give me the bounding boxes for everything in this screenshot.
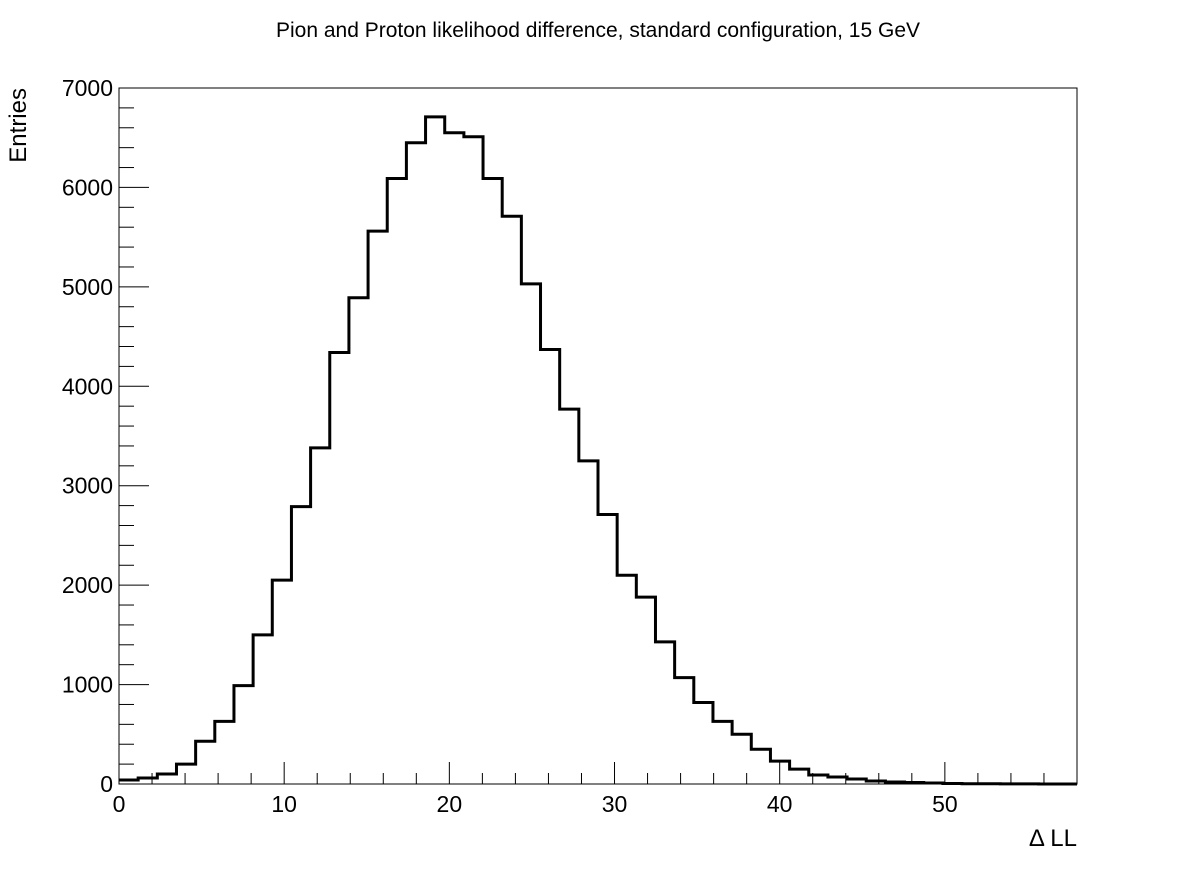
plot-frame <box>118 87 1078 785</box>
y-tick-label: 4000 <box>62 373 113 399</box>
chart-title: Pion and Proton likelihood difference, s… <box>276 19 920 42</box>
x-axis-tick-labels: 0 10 20 30 40 50 <box>113 791 958 817</box>
y-axis-tick-labels: 0 1000 2000 3000 4000 5000 6000 7000 <box>62 75 113 797</box>
x-tick-label: 10 <box>271 791 297 817</box>
y-tick-label: 0 <box>100 771 113 797</box>
x-tick-label: 0 <box>113 791 126 817</box>
y-tick-label: 2000 <box>62 572 113 598</box>
x-tick-label: 30 <box>602 791 628 817</box>
y-axis-ticks <box>119 87 149 785</box>
y-tick-label: 3000 <box>62 473 113 499</box>
x-axis-label: Δ LL <box>1029 825 1077 852</box>
y-axis-label: Entries <box>5 88 32 163</box>
y-tick-label: 7000 <box>62 75 113 101</box>
y-tick-label: 1000 <box>62 672 113 698</box>
histogram-series-line <box>119 115 1077 786</box>
y-tick-label: 6000 <box>62 174 113 200</box>
y-tick-label: 5000 <box>62 274 113 300</box>
x-tick-label: 40 <box>767 791 793 817</box>
x-tick-label: 50 <box>932 791 958 817</box>
x-tick-label: 20 <box>437 791 463 817</box>
